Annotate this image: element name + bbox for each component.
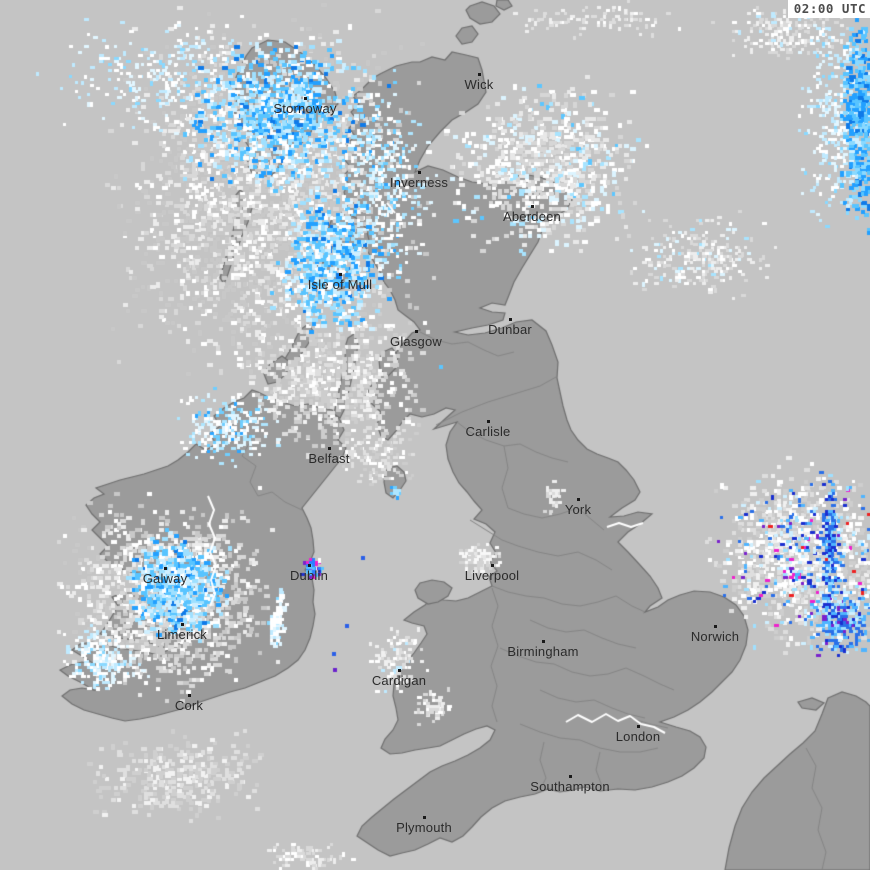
timestamp-badge: 02:00 UTC (787, 0, 870, 18)
timestamp-text: 02:00 UTC (793, 1, 866, 16)
